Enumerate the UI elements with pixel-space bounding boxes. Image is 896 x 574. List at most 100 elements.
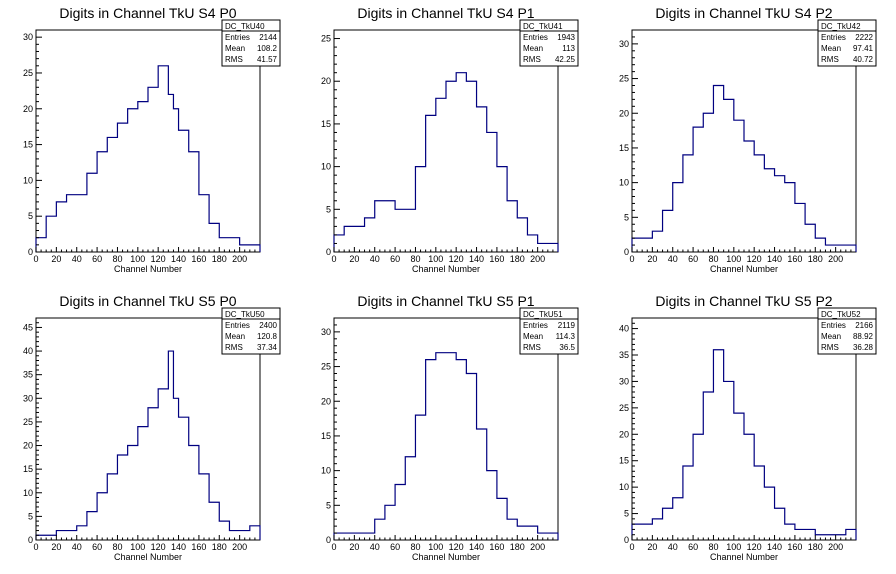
stats-value: 42.25 <box>555 55 576 64</box>
y-tick-label: 10 <box>321 466 331 476</box>
stats-key: RMS <box>523 343 541 352</box>
stats-key: Mean <box>821 332 841 341</box>
stats-value: 113 <box>562 44 575 53</box>
x-tick-label: 0 <box>33 254 38 264</box>
y-tick-label: 5 <box>326 204 331 214</box>
x-tick-label: 20 <box>51 254 61 264</box>
stats-value: 36.5 <box>559 343 575 352</box>
y-tick-label: 25 <box>321 362 331 372</box>
chart-title: Digits in Channel TkU S5 P2 <box>655 293 832 309</box>
y-tick-label: 5 <box>624 212 629 222</box>
x-tick-label: 180 <box>808 254 823 264</box>
stats-key: Mean <box>523 332 543 341</box>
stats-box <box>221 307 281 355</box>
y-tick-label: 10 <box>619 482 629 492</box>
x-tick-label: 40 <box>370 542 380 552</box>
y-tick-label: 25 <box>23 68 33 78</box>
x-tick-label: 180 <box>510 542 525 552</box>
x-tick-label: 200 <box>530 254 545 264</box>
y-tick-label: 30 <box>619 376 629 386</box>
x-tick-label: 20 <box>647 254 657 264</box>
y-tick-label: 0 <box>28 535 33 545</box>
x-tick-label: 20 <box>349 254 359 264</box>
y-tick-label: 30 <box>619 39 629 49</box>
histogram-series <box>333 72 559 252</box>
x-axis-label: Channel Number <box>114 552 182 562</box>
y-tick-label: 20 <box>321 396 331 406</box>
x-tick-label: 40 <box>72 254 82 264</box>
x-tick-label: 160 <box>489 254 504 264</box>
y-tick-label: 40 <box>619 324 629 334</box>
stats-value: 36.28 <box>853 343 874 352</box>
x-tick-label: 20 <box>349 542 359 552</box>
x-tick-label: 80 <box>112 542 122 552</box>
histogram-series <box>631 349 857 540</box>
stats-key: Entries <box>225 33 250 42</box>
y-tick-label: 20 <box>23 104 33 114</box>
stats-name: DC_TkU50 <box>225 310 265 319</box>
stats-key: Mean <box>225 44 245 53</box>
stats-value: 2144 <box>259 33 277 42</box>
x-tick-label: 0 <box>629 542 634 552</box>
stats-box <box>221 19 281 67</box>
y-tick-label: 20 <box>23 441 33 451</box>
stats-key: Entries <box>821 33 846 42</box>
y-tick-label: 35 <box>23 370 33 380</box>
x-tick-label: 180 <box>212 542 227 552</box>
y-tick-label: 20 <box>619 108 629 118</box>
stats-value: 2400 <box>259 321 277 330</box>
y-tick-label: 10 <box>23 175 33 185</box>
stats-name: DC_TkU40 <box>225 22 265 31</box>
y-tick-label: 25 <box>23 417 33 427</box>
x-axis-label: Channel Number <box>412 552 480 562</box>
x-tick-label: 100 <box>726 254 741 264</box>
y-tick-label: 15 <box>321 119 331 129</box>
stats-value: 2119 <box>558 321 576 330</box>
stats-key: Entries <box>523 321 548 330</box>
chart-title: Digits in Channel TkU S4 P2 <box>655 5 832 21</box>
chart-title: Digits in Channel TkU S4 P1 <box>357 5 534 21</box>
x-tick-label: 200 <box>828 254 843 264</box>
stats-key: Mean <box>225 332 245 341</box>
x-axis-label: Channel Number <box>114 264 182 274</box>
stats-value: 120.8 <box>257 332 278 341</box>
y-tick-label: 5 <box>28 211 33 221</box>
x-tick-label: 80 <box>112 254 122 264</box>
y-tick-label: 15 <box>23 464 33 474</box>
x-tick-label: 120 <box>747 542 762 552</box>
x-tick-label: 120 <box>151 542 166 552</box>
x-axis-label: Channel Number <box>710 264 778 274</box>
stats-key: Entries <box>225 321 250 330</box>
x-tick-label: 180 <box>808 542 823 552</box>
x-tick-label: 80 <box>410 542 420 552</box>
x-tick-label: 140 <box>767 542 782 552</box>
x-tick-label: 60 <box>92 254 102 264</box>
stats-key: Entries <box>821 321 846 330</box>
x-tick-label: 160 <box>191 542 206 552</box>
x-tick-label: 60 <box>390 254 400 264</box>
stats-key: RMS <box>225 55 243 64</box>
y-tick-label: 20 <box>619 429 629 439</box>
y-tick-label: 10 <box>23 488 33 498</box>
y-tick-label: 15 <box>619 143 629 153</box>
histogram-pane: Digits in Channel TkU S4 P00 20 40 60 80 100 1… <box>23 5 281 274</box>
x-tick-label: 40 <box>668 542 678 552</box>
y-tick-label: 0 <box>624 535 629 545</box>
x-tick-label: 80 <box>708 542 718 552</box>
x-tick-label: 40 <box>668 254 678 264</box>
stats-box <box>519 307 579 355</box>
histogram-pane: Digits in Channel TkU S5 P20 20 40 60 80 100 1… <box>619 293 877 562</box>
y-tick-label: 0 <box>326 247 331 257</box>
y-tick-label: 30 <box>23 32 33 42</box>
x-tick-label: 40 <box>72 542 82 552</box>
stats-key: RMS <box>523 55 541 64</box>
x-tick-label: 140 <box>171 254 186 264</box>
y-tick-label: 45 <box>23 322 33 332</box>
stats-value: 41.57 <box>257 55 278 64</box>
y-tick-label: 0 <box>624 247 629 257</box>
y-tick-label: 15 <box>23 140 33 150</box>
y-tick-label: 25 <box>321 34 331 44</box>
x-tick-label: 120 <box>449 542 464 552</box>
y-tick-label: 15 <box>321 431 331 441</box>
